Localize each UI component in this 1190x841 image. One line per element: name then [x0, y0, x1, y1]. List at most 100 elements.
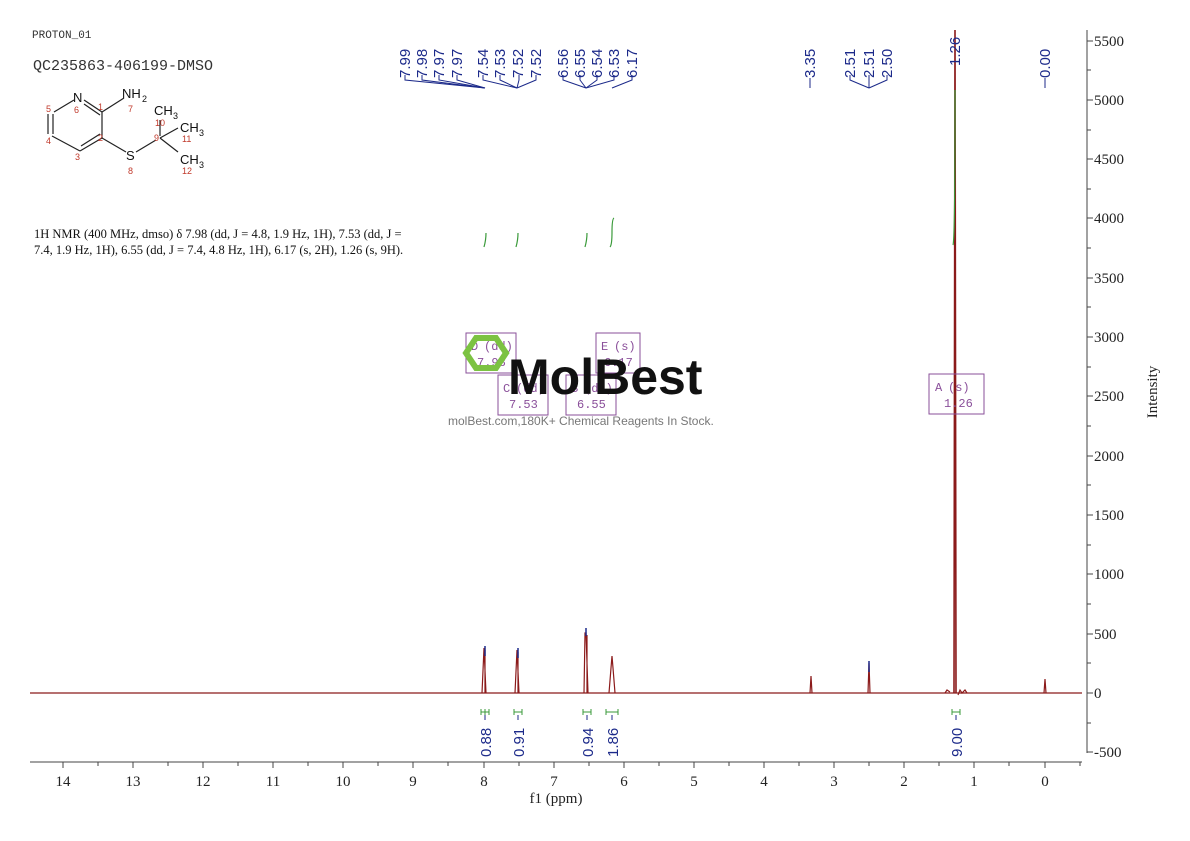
svg-text:8: 8: [480, 774, 488, 790]
svg-text:2500: 2500: [1094, 389, 1124, 405]
svg-text:1.26: 1.26: [947, 37, 964, 66]
svg-text:2: 2: [98, 133, 103, 143]
svg-text:S: S: [126, 148, 135, 163]
svg-text:12: 12: [196, 774, 211, 790]
svg-text:E: E: [601, 340, 608, 354]
y-axis-label: Intensity: [1145, 365, 1161, 418]
svg-text:5: 5: [46, 104, 51, 114]
y-axis: [1086, 30, 1093, 753]
sample-title: QC235863-406199-DMSO: [33, 58, 214, 75]
svg-text:3: 3: [173, 111, 178, 121]
svg-text:6.53: 6.53: [606, 49, 623, 78]
svg-text:C: C: [503, 382, 510, 396]
svg-text:7.52: 7.52: [510, 49, 527, 78]
svg-text:13: 13: [126, 774, 141, 790]
svg-text:N: N: [73, 90, 82, 105]
nmr-description: 1H NMR (400 MHz, dmso) δ 7.98 (dd, J = 4…: [34, 227, 404, 257]
spectrum-trace: [30, 29, 1082, 696]
svg-text:7.97: 7.97: [431, 49, 448, 78]
svg-text:6.17: 6.17: [604, 356, 633, 370]
svg-text:1000: 1000: [1094, 567, 1124, 583]
svg-text:7.54: 7.54: [475, 49, 492, 78]
svg-text:1.86: 1.86: [605, 728, 622, 757]
svg-text:(dd): (dd): [584, 382, 613, 396]
watermark: MolBest molBest.com,180K+ Chemical Reage…: [448, 335, 714, 428]
svg-text:3: 3: [199, 128, 204, 138]
svg-text:7.52: 7.52: [528, 49, 545, 78]
svg-text:2.51: 2.51: [842, 49, 859, 78]
svg-text:CH: CH: [180, 120, 199, 135]
svg-text:7.99: 7.99: [397, 49, 414, 78]
svg-text:5: 5: [690, 774, 698, 790]
svg-text:A: A: [935, 381, 943, 395]
molbest-logo-icon: [462, 335, 510, 371]
svg-text:7: 7: [128, 104, 133, 114]
svg-text:5000: 5000: [1094, 93, 1124, 109]
svg-text:6: 6: [74, 105, 79, 115]
svg-text:7.97: 7.97: [449, 49, 466, 78]
svg-text:(s): (s): [948, 381, 970, 395]
svg-text:1500: 1500: [1094, 508, 1124, 524]
integral-curves: [483, 90, 956, 248]
svg-text:2.51: 2.51: [861, 49, 878, 78]
svg-text:NH: NH: [122, 86, 141, 101]
svg-text:6.17: 6.17: [624, 49, 641, 78]
svg-text:D: D: [471, 340, 478, 354]
svg-text:5500: 5500: [1094, 34, 1124, 50]
x-axis-label: f1 (ppm): [530, 791, 583, 807]
svg-text:(s): (s): [614, 340, 636, 354]
peak-labels: 7.99 7.98 7.97 7.97 7.54 7.53 7.52 7.52 …: [397, 37, 1054, 78]
svg-text:14: 14: [56, 774, 72, 790]
multiplet-boxes: [465, 332, 985, 416]
svg-text:1.26: 1.26: [944, 397, 973, 411]
svg-text:2: 2: [900, 774, 908, 790]
svg-text:CH: CH: [180, 152, 199, 167]
svg-text:molBest.com,180K+ Chemical Rea: molBest.com,180K+ Chemical Reagents In S…: [448, 414, 714, 428]
svg-text:7.53: 7.53: [492, 49, 509, 78]
svg-text:0.91: 0.91: [511, 728, 528, 757]
svg-text:3.35: 3.35: [802, 49, 819, 78]
svg-text:0.00: 0.00: [1037, 49, 1054, 78]
svg-text:8: 8: [128, 166, 133, 176]
svg-text:12: 12: [182, 166, 192, 176]
svg-text:0.94: 0.94: [580, 728, 597, 757]
svg-text:4: 4: [760, 774, 768, 790]
svg-text:CH: CH: [154, 103, 173, 118]
svg-text:4000: 4000: [1094, 211, 1124, 227]
svg-text:6.56: 6.56: [555, 49, 572, 78]
svg-text:-500: -500: [1094, 745, 1122, 761]
svg-text:0.88: 0.88: [478, 728, 495, 757]
svg-text:6.55: 6.55: [572, 49, 589, 78]
svg-text:6.55: 6.55: [577, 398, 606, 412]
svg-text:3000: 3000: [1094, 330, 1124, 346]
svg-text:11: 11: [182, 134, 191, 144]
svg-text:1: 1: [970, 774, 978, 790]
svg-text:(dd): (dd): [516, 382, 545, 396]
svg-text:6: 6: [620, 774, 628, 790]
svg-text:4: 4: [46, 136, 51, 146]
svg-text:2: 2: [142, 94, 147, 104]
svg-text:0: 0: [1041, 774, 1049, 790]
svg-text:4500: 4500: [1094, 152, 1124, 168]
svg-text:9: 9: [154, 133, 159, 143]
svg-text:2.50: 2.50: [879, 49, 896, 78]
svg-text:0: 0: [1094, 686, 1102, 702]
svg-text:7.98: 7.98: [414, 49, 431, 78]
svg-text:10: 10: [336, 774, 351, 790]
svg-text:11: 11: [266, 774, 280, 790]
svg-text:500: 500: [1094, 627, 1117, 643]
svg-text:10: 10: [155, 118, 165, 128]
svg-text:3: 3: [75, 152, 80, 162]
integral-values: 0.88 0.91 0.94 1.86 9.00: [478, 728, 966, 757]
svg-text:6.54: 6.54: [589, 49, 606, 78]
svg-text:9.00: 9.00: [949, 728, 966, 757]
peak-leader-lines: [404, 75, 1046, 89]
svg-text:2000: 2000: [1094, 449, 1124, 465]
svg-text:1: 1: [98, 102, 103, 112]
svg-text:B: B: [571, 382, 578, 396]
svg-text:MolBest: MolBest: [508, 349, 703, 405]
